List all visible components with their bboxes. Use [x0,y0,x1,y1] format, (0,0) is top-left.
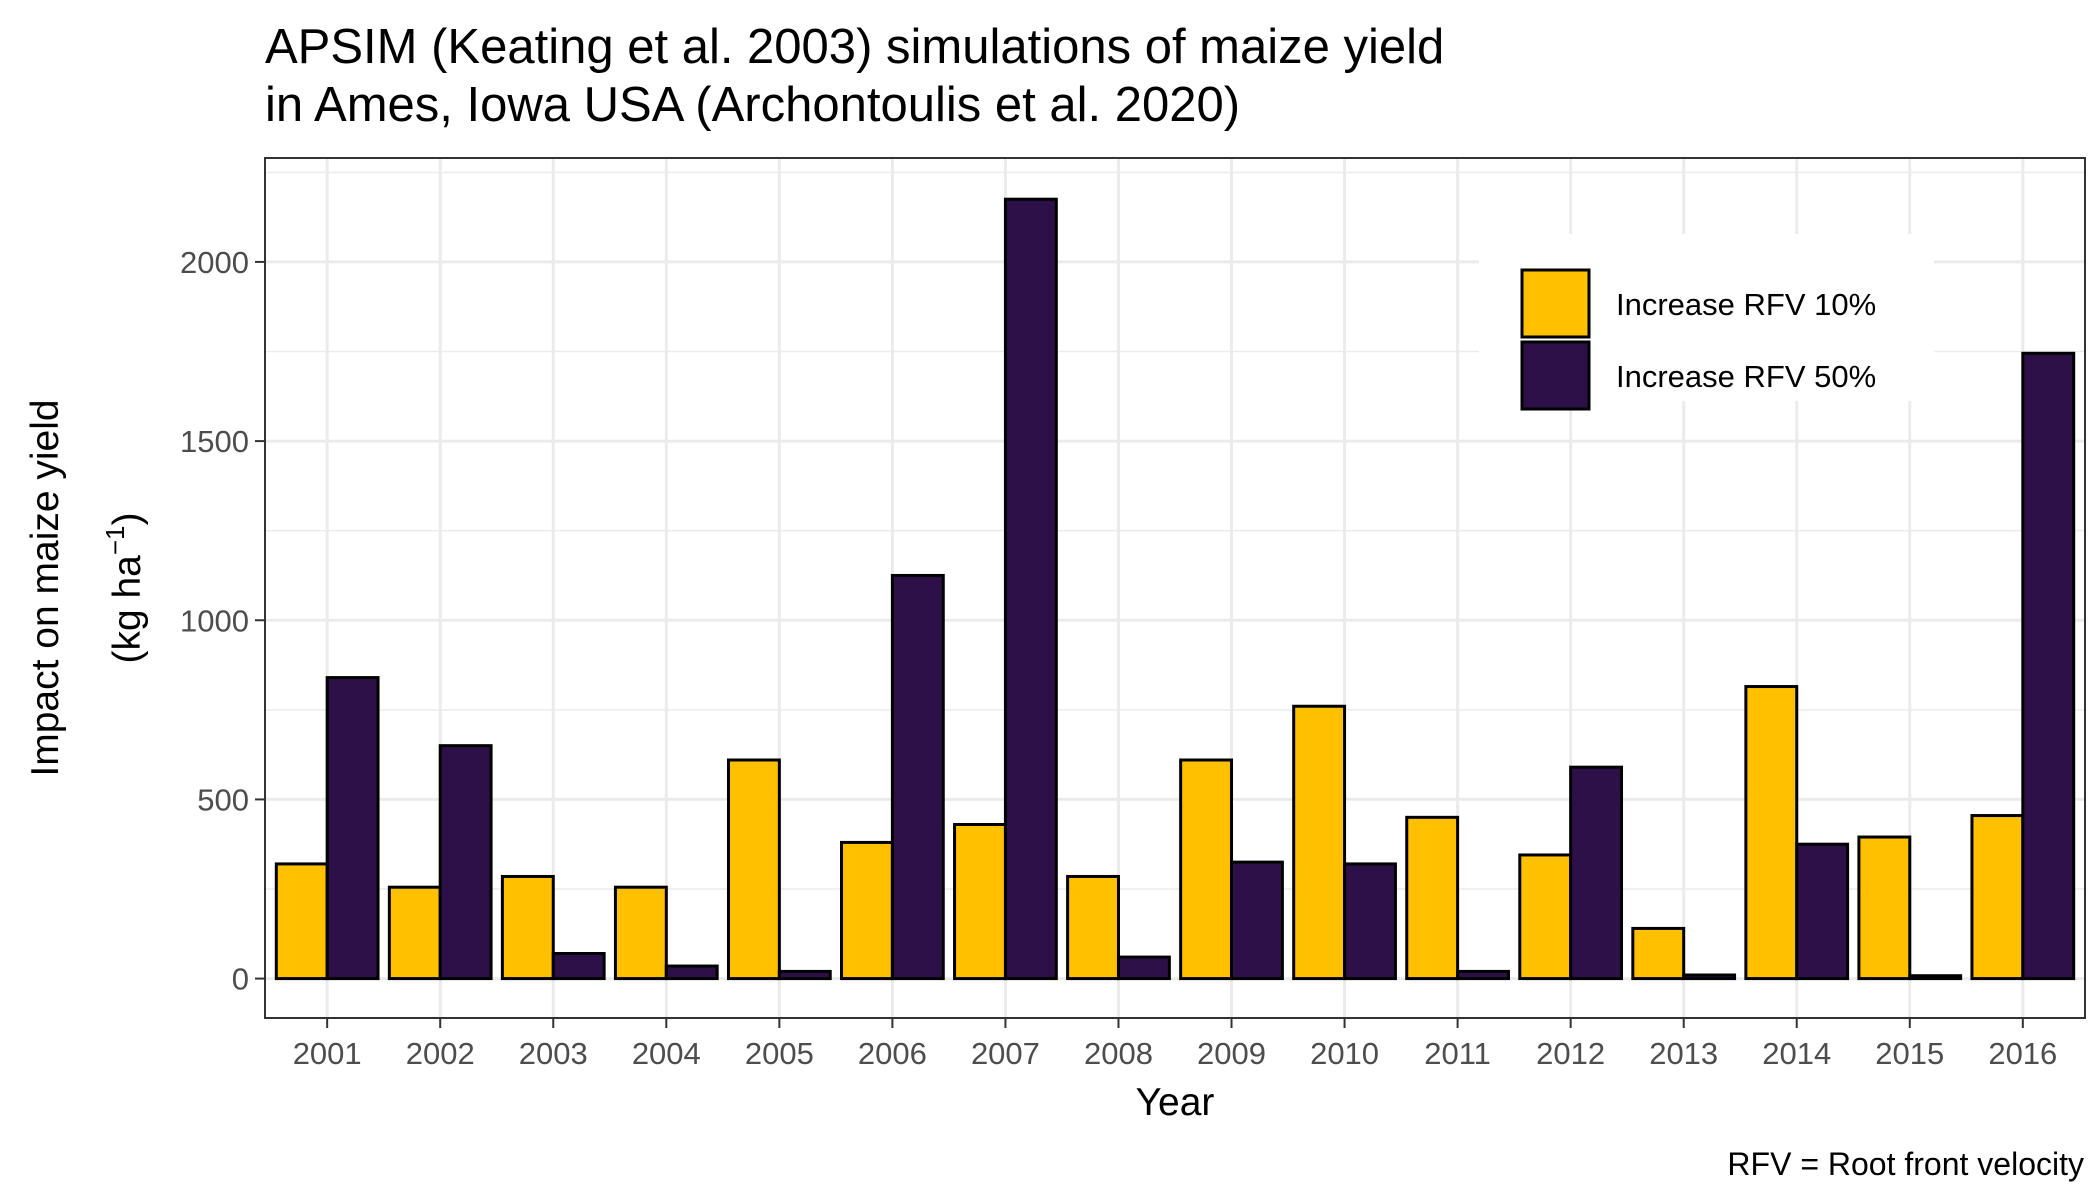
bar-rfv50-2003 [551,952,606,981]
bar-rfv50-2011 [1456,969,1510,981]
x-tick-label: 2006 [858,1036,927,1071]
x-tick-label: 2005 [745,1036,814,1071]
y-axis-units-main: (kg ha [106,555,149,664]
chart-title: APSIM (Keating et al. 2003) simulations … [265,18,1444,134]
y-tick-label: 500 [197,782,249,817]
x-tick-label: 2014 [1762,1036,1831,1071]
bar-rfv50-2007 [1003,197,1058,981]
x-axis-title: Year [1136,1081,1215,1124]
bar-rfv10-2010 [1292,704,1347,981]
bar-rfv50-2013 [1682,973,1737,981]
bar-rfv10-2005 [726,758,781,981]
y-tick-label: 1500 [180,424,249,459]
bar-rfv50-2012 [1569,765,1624,981]
bar-rfv10-2012 [1518,853,1573,981]
bar-rfv50-2010 [1343,862,1397,981]
bar-rfv50-2008 [1116,955,1171,981]
bar-rfv50-2015 [1908,974,1963,981]
y-axis: 0 500 1000 1500 2000 [180,245,265,997]
x-tick-label: 2011 [1424,1036,1491,1071]
x-tick-label: 2016 [1988,1036,2057,1071]
bar-rfv50-2006 [890,573,945,981]
bar-rfv50-2009 [1230,860,1284,981]
legend-label-1: Increase RFV 10% [1616,287,1876,322]
x-tick-label: 2002 [406,1036,475,1071]
chart-title-line-1: APSIM (Keating et al. 2003) simulations … [265,20,1445,74]
x-tick-label: 2001 [293,1036,362,1071]
bar-rfv10-2004 [613,885,668,981]
x-tick-label: 2012 [1536,1036,1605,1071]
y-axis-title-line-1: Impact on maize yield [24,399,67,776]
legend: Increase RFV 10% Increase RFV 50% [1479,234,1934,411]
bar-rfv10-2014 [1744,685,1799,981]
bar-rfv10-2002 [387,885,442,981]
bar-rfv10-2015 [1857,835,1912,981]
legend-swatch-2 [1520,340,1591,411]
bar-rfv50-2014 [1795,842,1850,981]
x-tick-label: 2009 [1197,1036,1266,1071]
chart-title-line-2: in Ames, Iowa USA (Archontoulis et al. 2… [265,78,1241,132]
bar-rfv10-2013 [1631,926,1686,981]
x-tick-label: 2003 [519,1036,588,1071]
x-tick-label: 2008 [1084,1036,1153,1071]
bar-rfv10-2016 [1970,814,2025,981]
y-axis-title: Impact on maize yield [24,399,67,776]
bars [274,197,2076,981]
bar-rfv10-2007 [953,823,1007,981]
y-axis-title-line-2: (kg ha−1) [100,512,149,663]
bar-rfv10-2008 [1066,874,1120,981]
y-tick-label: 2000 [180,245,249,280]
bar-rfv50-2005 [777,969,832,981]
bar-rfv10-2009 [1179,758,1234,981]
bar-rfv10-2003 [500,874,555,981]
plot-border [264,157,2086,1019]
bar-rfv10-2001 [274,862,329,981]
legend-label-2: Increase RFV 50% [1616,359,1876,394]
y-tick-label: 1000 [180,603,249,638]
x-tick-label: 2010 [1310,1036,1379,1071]
bar-rfv50-2002 [438,744,493,981]
y-tick-label: 0 [232,962,249,997]
bar-rfv50-2001 [325,676,380,981]
bar-rfv10-2011 [1405,815,1460,981]
x-tick-label: 2004 [632,1036,701,1071]
y-axis-units-close: ) [106,512,149,525]
y-axis-units-exponent: −1 [100,525,130,555]
y-axis-title-units: (kg ha−1) [100,512,149,663]
bar-rfv10-2006 [840,840,894,981]
x-tick-label: 2015 [1875,1036,1944,1071]
legend-swatch-1 [1520,268,1591,339]
chart-caption: RFV = Root front velocity [1727,1146,2084,1182]
bar-rfv50-2016 [2021,351,2076,981]
x-tick-label: 2007 [971,1036,1040,1071]
bar-rfv50-2004 [664,964,719,981]
x-axis: 2001 2002 2003 2004 2005 2006 2007 2008 2009 2010… [293,1018,2057,1071]
x-tick-label: 2013 [1649,1036,1718,1071]
